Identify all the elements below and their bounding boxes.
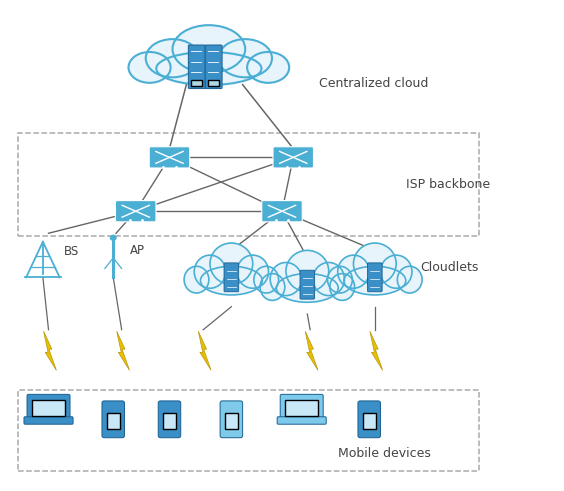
FancyBboxPatch shape (188, 45, 205, 88)
Ellipse shape (260, 273, 285, 300)
Ellipse shape (184, 266, 209, 293)
FancyBboxPatch shape (191, 80, 202, 86)
Polygon shape (370, 331, 383, 370)
Polygon shape (117, 331, 130, 370)
FancyBboxPatch shape (285, 400, 318, 416)
Ellipse shape (200, 266, 262, 295)
Ellipse shape (397, 266, 422, 293)
Polygon shape (199, 331, 211, 370)
FancyBboxPatch shape (163, 413, 176, 430)
Ellipse shape (156, 52, 262, 85)
FancyBboxPatch shape (149, 147, 190, 168)
Ellipse shape (237, 255, 268, 288)
Ellipse shape (173, 25, 245, 73)
Polygon shape (305, 331, 318, 370)
Ellipse shape (146, 39, 199, 77)
FancyBboxPatch shape (107, 413, 120, 430)
Ellipse shape (247, 52, 289, 83)
FancyBboxPatch shape (358, 401, 381, 437)
Ellipse shape (381, 255, 412, 288)
FancyBboxPatch shape (32, 400, 65, 416)
Ellipse shape (210, 243, 253, 284)
Ellipse shape (270, 263, 302, 296)
Ellipse shape (313, 263, 345, 296)
Ellipse shape (254, 266, 279, 293)
FancyBboxPatch shape (363, 413, 376, 430)
Text: Mobile devices: Mobile devices (338, 447, 431, 460)
Text: AP: AP (130, 244, 145, 257)
FancyBboxPatch shape (102, 401, 125, 437)
FancyBboxPatch shape (273, 147, 314, 168)
Ellipse shape (218, 39, 272, 77)
Circle shape (111, 235, 116, 240)
FancyBboxPatch shape (277, 417, 326, 424)
FancyBboxPatch shape (300, 270, 315, 299)
Ellipse shape (194, 255, 226, 288)
FancyBboxPatch shape (368, 263, 382, 292)
Ellipse shape (129, 52, 170, 83)
FancyBboxPatch shape (262, 201, 302, 222)
Text: Centralized cloud: Centralized cloud (319, 78, 428, 90)
FancyBboxPatch shape (27, 394, 70, 420)
Ellipse shape (276, 273, 338, 302)
Ellipse shape (338, 255, 369, 288)
Ellipse shape (286, 250, 329, 292)
FancyBboxPatch shape (225, 413, 237, 430)
FancyBboxPatch shape (224, 263, 239, 292)
FancyBboxPatch shape (116, 201, 156, 222)
FancyBboxPatch shape (158, 401, 180, 437)
Ellipse shape (344, 266, 406, 295)
FancyBboxPatch shape (205, 45, 222, 88)
Ellipse shape (330, 273, 355, 300)
Text: Cloudlets: Cloudlets (420, 261, 478, 274)
FancyBboxPatch shape (24, 417, 73, 424)
FancyBboxPatch shape (220, 401, 243, 437)
Polygon shape (43, 331, 56, 370)
FancyBboxPatch shape (208, 80, 219, 86)
Ellipse shape (354, 243, 396, 284)
Ellipse shape (328, 266, 352, 293)
Text: BS: BS (64, 246, 80, 258)
FancyBboxPatch shape (280, 394, 323, 420)
Text: ISP backbone: ISP backbone (406, 178, 490, 191)
